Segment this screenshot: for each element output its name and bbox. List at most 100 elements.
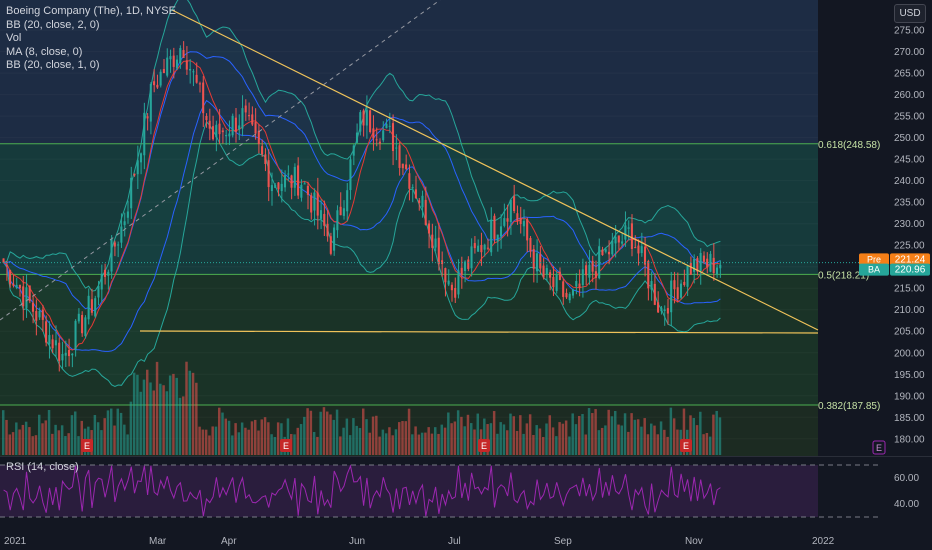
volume-bar — [296, 427, 300, 455]
candle-body — [362, 110, 365, 126]
volume-bar — [434, 427, 437, 455]
candle-body — [90, 299, 93, 313]
volume-bar — [303, 416, 306, 455]
price-axis-label: 200.00 — [894, 348, 925, 359]
candle-body — [9, 269, 12, 285]
candle-body — [208, 120, 211, 129]
candle-body — [287, 173, 290, 175]
candle-body — [385, 123, 388, 129]
volume-bar — [676, 429, 679, 455]
time-axis-label: Jun — [349, 536, 365, 547]
candle-body — [585, 265, 588, 276]
bb-inner-upper — [3, 51, 721, 312]
candle-body — [539, 254, 542, 269]
volume-bar — [682, 408, 686, 455]
candle-body — [431, 234, 434, 248]
candle-body — [712, 257, 715, 274]
indicator-bb-outer[interactable]: BB (20, close, 2, 0) — [6, 18, 100, 31]
currency-button[interactable]: USD — [894, 4, 926, 23]
volume-bar — [100, 430, 103, 455]
volume-bar — [417, 434, 421, 455]
volume-bar — [11, 432, 15, 455]
indicator-volume[interactable]: Vol — [6, 32, 22, 44]
volume-bar — [643, 418, 646, 455]
candle-body — [247, 115, 251, 117]
volume-bar — [496, 433, 499, 455]
volume-bar — [483, 418, 486, 455]
candle-body — [477, 245, 480, 252]
candle-body — [411, 187, 414, 189]
volume-bar — [299, 424, 303, 455]
volume-bar — [555, 436, 558, 455]
candle-body — [234, 117, 237, 132]
candle-body — [516, 213, 519, 221]
price-tag: Pre 221.24 — [859, 253, 930, 266]
volume-bar — [453, 421, 457, 455]
candle-body — [591, 260, 594, 272]
volume-bar — [201, 429, 205, 455]
candle-body — [87, 295, 90, 320]
volume-bar — [152, 390, 156, 455]
volume-bar — [103, 418, 106, 455]
ma-line — [3, 60, 721, 351]
volume-bar — [388, 427, 391, 455]
candle-body — [352, 145, 355, 156]
earnings-marker: E — [280, 439, 292, 452]
candle-body — [67, 349, 71, 357]
candle-body — [339, 206, 342, 216]
candle-body — [218, 123, 221, 135]
candle-body — [483, 244, 486, 250]
candle-body — [257, 130, 260, 145]
indicator-ma[interactable]: MA (8, close, 0) — [6, 45, 83, 58]
candle-body — [562, 281, 565, 297]
volume-bar — [34, 435, 38, 455]
volume-bar — [74, 411, 77, 455]
candle-body — [490, 219, 493, 253]
volume-bar — [31, 436, 34, 455]
volume-bar — [260, 419, 264, 455]
volume-bar — [528, 414, 532, 455]
volume-bar — [312, 431, 316, 455]
candle-body — [405, 164, 408, 169]
candle-body — [182, 50, 185, 58]
earnings-marker-label: E — [876, 443, 882, 453]
candle-body — [509, 199, 512, 222]
volume-bar — [106, 410, 110, 455]
candle-body — [686, 266, 689, 287]
candle-body — [637, 245, 640, 254]
volume-bar — [640, 426, 643, 455]
candle-body — [28, 285, 31, 302]
volume-bar — [188, 370, 192, 455]
candle-body — [463, 261, 467, 272]
volume-bar — [604, 425, 607, 455]
volume-bar — [162, 385, 165, 455]
candle-body — [627, 227, 630, 229]
candle-body — [274, 184, 277, 188]
time-axis: 2021 Mar Apr Jun Jul Sep Nov 2022 — [4, 536, 835, 547]
volume-bar — [646, 434, 650, 455]
candle-body — [359, 112, 362, 132]
symbol-title[interactable]: Boeing Company (The), 1D, NYSE — [6, 5, 176, 17]
volume-bar — [607, 409, 610, 455]
indicator-bb-inner[interactable]: BB (20, close, 1, 0) — [6, 59, 100, 71]
volume-bar — [718, 417, 722, 455]
volume-bar — [551, 427, 555, 455]
candle-body — [555, 274, 558, 291]
candle-body — [244, 105, 247, 113]
candle-body — [267, 160, 270, 188]
rsi-legend[interactable]: RSI (14, close) — [6, 461, 79, 473]
volume-bar — [473, 429, 476, 455]
volume-bar — [119, 412, 123, 455]
candle-body — [215, 124, 218, 138]
volume-bar — [578, 415, 581, 455]
candle-body — [450, 284, 453, 291]
volume-bar — [650, 423, 653, 455]
volume-bar — [182, 396, 185, 455]
volume-bar — [175, 377, 178, 455]
candle-body — [231, 115, 234, 136]
fib-zone-top — [0, 0, 818, 144]
candle-body — [117, 244, 120, 246]
candle-body — [54, 340, 57, 346]
volume-bar — [8, 434, 12, 455]
